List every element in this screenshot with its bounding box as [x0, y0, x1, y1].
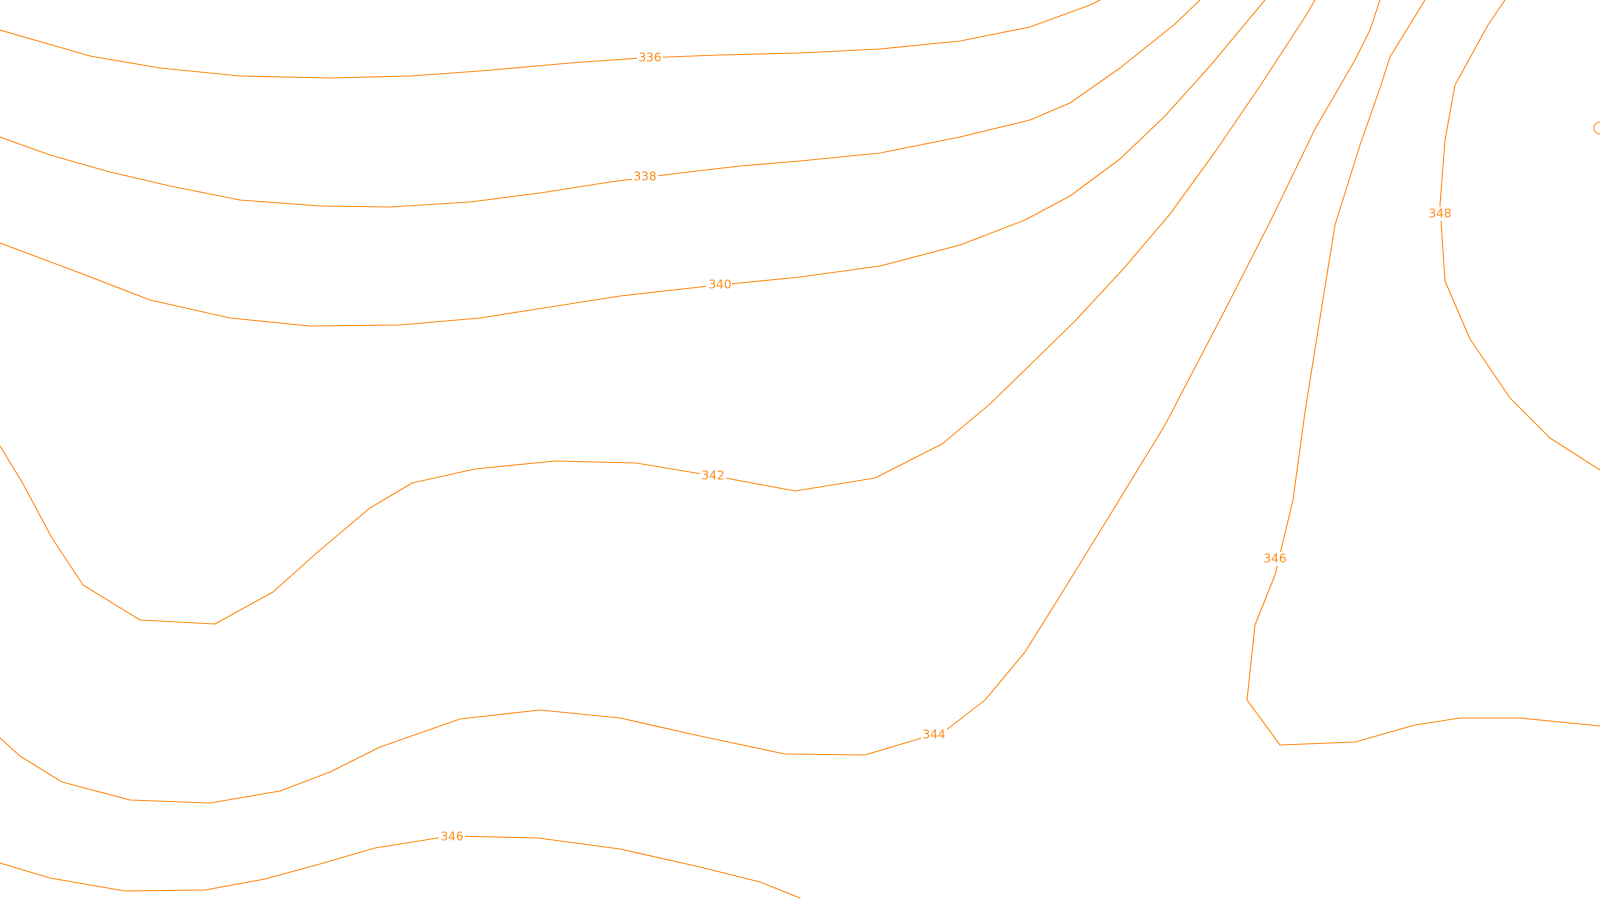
contour-label-bg-344: [921, 727, 947, 741]
contour-346-south: 346: [0, 830, 801, 899]
contour-line-340: [0, 0, 1266, 327]
contour-label-bg-342: [700, 469, 726, 483]
contour-label-bg-348: [1427, 207, 1453, 221]
contour-line-342: [0, 0, 1316, 625]
contour-line-336: [0, 0, 1101, 79]
contour-label-bg-346-east: [1262, 552, 1288, 566]
contour-line-346-south: [0, 835, 801, 899]
contour-label-bg-336: [637, 50, 663, 64]
contour-line-348-edge-stub: [1593, 121, 1600, 135]
contour-label-346-east: 346: [1264, 552, 1287, 566]
contour-line-348: [1439, 0, 1600, 471]
contour-label-348: 348: [1429, 207, 1452, 221]
contour-label-338: 338: [634, 170, 657, 184]
contour-label-336: 336: [639, 51, 662, 65]
contour-346-east: 346: [1246, 0, 1600, 746]
contour-label-342: 342: [702, 469, 725, 483]
contour-348: 348: [1427, 0, 1600, 471]
contour-label-340: 340: [709, 278, 732, 292]
contour-label-344: 344: [923, 728, 946, 742]
contour-line-346-east: [1246, 0, 1600, 746]
contour-340: 340: [0, 0, 1266, 327]
contour-342: 342: [0, 0, 1316, 625]
contour-label-bg-340: [706, 278, 732, 292]
contour-338: 338: [0, 0, 1201, 208]
contour-label-346-south: 346: [441, 830, 464, 844]
contour-line-344: [0, 0, 1381, 804]
contour-344: 344: [0, 0, 1381, 804]
contour-label-bg-338: [632, 170, 658, 184]
contour-label-bg-346-south: [439, 830, 465, 844]
contour-336: 336: [0, 0, 1101, 79]
